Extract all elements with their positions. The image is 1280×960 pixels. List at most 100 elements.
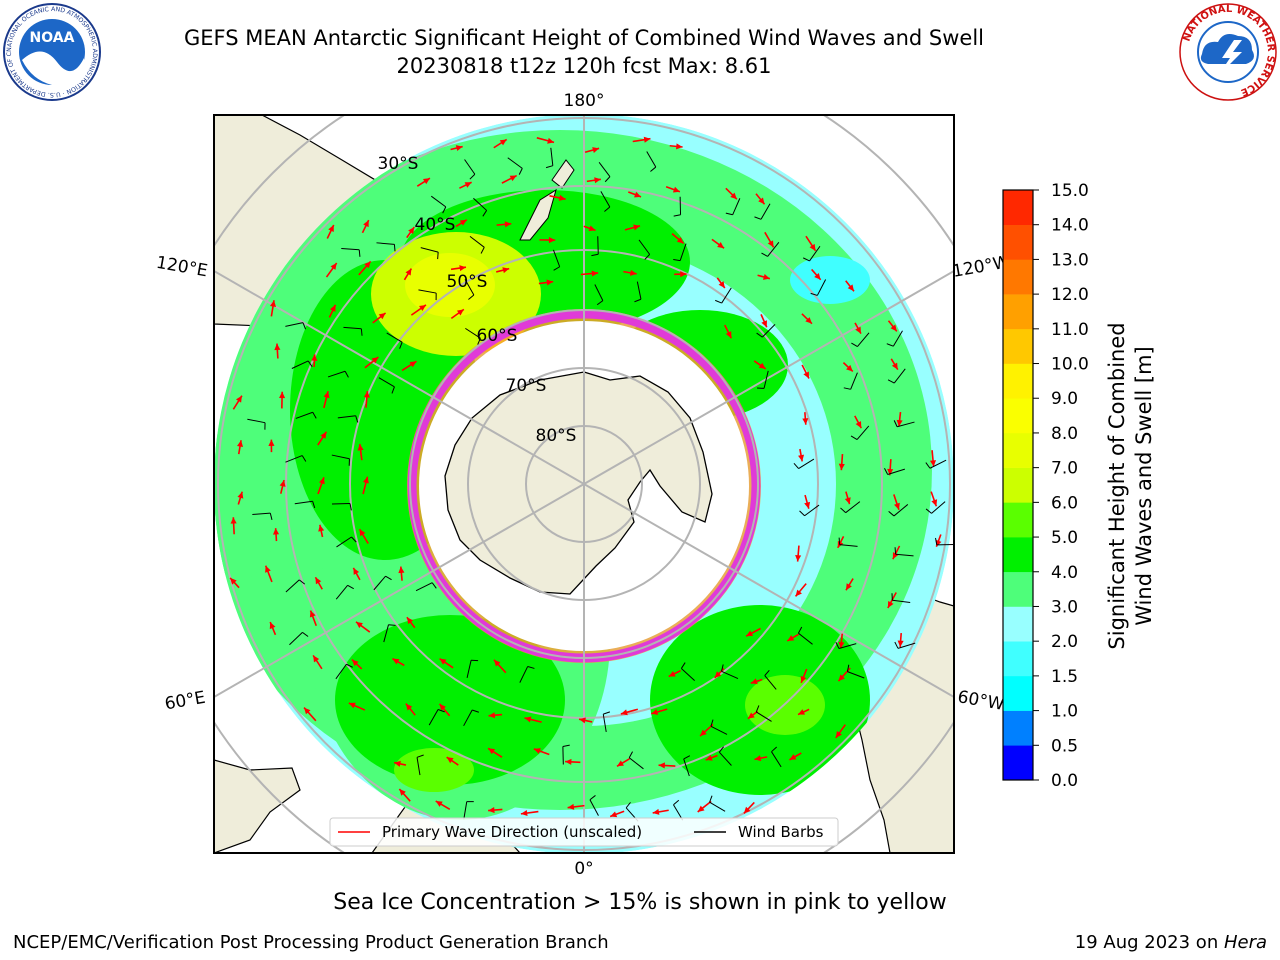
wind-barb-staff [809,245,821,262]
wind-barb-staff [931,501,946,514]
wave-arrowhead [439,658,447,665]
wave-arrowhead [362,476,369,484]
wave-arrowhead [405,268,412,276]
wind-barb-staff [343,326,362,330]
wave-arrowhead [499,139,507,146]
colorbar-tick-label: 8.0 [1051,424,1078,444]
colorbar-tick-label: 14.0 [1051,216,1089,236]
wave-arrowhead [274,343,281,351]
lon-label-180: 180° [564,91,605,111]
wind-barb-flag [604,206,611,212]
wind-barb-flag [391,386,395,394]
wind-barb-staff [732,198,741,215]
wave-arrowhead [717,242,725,249]
colorbar-segment [1003,710,1033,746]
wave-arrowhead [931,499,938,507]
wind-barb-flag [477,337,481,345]
wave-arrowhead [887,468,894,476]
wind-barb-staff [798,632,813,645]
colorbar-segment [1003,363,1033,399]
wind-barb-staff [341,247,360,251]
wave-arrowhead [439,703,446,711]
wind-barb-flag [634,298,642,303]
wind-barb-flag [344,370,349,378]
wind-barb-flag [888,511,895,517]
wave-arrowhead [896,419,903,427]
wind-barb-staff [679,243,687,261]
wave-arrowhead [651,709,659,715]
wind-barb-staff [331,454,350,460]
wave-arrowhead [546,279,554,286]
run-date-text: 19 Aug 2023 on [1074,932,1224,953]
wind-barb-staff [763,370,769,389]
wave-arrowhead [804,501,811,509]
wind-barb-flag [925,462,931,469]
wind-barb-flag [360,328,363,336]
wave-arrowhead [357,443,364,451]
wind-barb-flag [431,582,437,589]
wind-barb-flag [393,244,396,252]
wave-arrowhead [547,137,555,144]
wave-arrowhead [363,391,370,398]
wind-barb-flag [416,754,424,758]
wave-arrowhead [643,136,651,143]
colorbar-tick-label: 11.0 [1051,320,1089,340]
wind-barb-staff [856,425,870,440]
wave-arrowhead [855,421,862,429]
wind-barb-staff [897,642,916,649]
wind-barb-staff [552,249,561,267]
new-zealand-south [519,188,557,241]
wind-barb-flag [307,360,313,368]
wind-barb-flag [793,462,799,469]
wave-arrowhead [422,178,430,185]
wind-barb-staff [895,553,914,557]
wind-barb-flag [887,379,895,384]
colorbar-label-line2: Wind Waves and Swell [m] [1132,346,1156,626]
wave-arrowhead [328,224,334,232]
wind-barb-flag [469,173,476,180]
colorbar-segment [1003,190,1033,226]
wave-arrowhead [658,762,665,769]
wave-arrowhead [616,760,624,767]
wave-arrowhead [409,361,417,368]
colorbar-segment [1003,224,1033,260]
wind-barb-staff [247,418,266,424]
wave-arrowhead [320,431,327,439]
wind-barb-flag [764,669,770,676]
colorbar: 0.0 0.5 1.0 1.5 2.0 3.0 4.0 5.0 6.0 7.0 8.0 9.0 10.0… [1002,181,1089,791]
map-legend: Primary Wave Direction (unscaled) Wind B… [329,817,839,847]
colorbar-tick-label: 0.5 [1051,736,1078,756]
wind-barb-flag [683,755,691,760]
wave-arrowhead [408,227,415,234]
wave-arrowhead [787,635,795,641]
wind-barb-flag [628,751,633,758]
wind-barb-flag [545,165,553,169]
wind-barb-flag [838,537,841,545]
wind-barb-flag [553,266,560,271]
wind-barb-staff [756,711,772,722]
legend-wave-label: Primary Wave Direction (unscaled) [382,823,642,841]
wave-arrowhead [579,717,586,724]
wave-arrowhead [795,554,802,562]
wind-barb-staff [771,751,782,768]
wind-barb-staff [373,575,386,591]
wind-barb-staff [600,191,611,208]
lat-label-50s: 50°S [447,272,488,292]
wind-barb-staff [336,536,352,548]
wave-arrowhead [493,659,501,667]
wave-arrowhead [846,364,853,372]
wind-barb-flag [799,510,805,517]
wind-barb-staff [721,287,732,304]
wind-barb-staff [252,512,271,515]
wind-barb-staff [764,675,777,690]
wave-arrowhead [668,670,676,677]
wind-barb-staff [839,544,858,547]
wave-arrowhead [456,309,464,316]
wave-arrowhead [761,320,767,328]
wind-barb-staff [847,671,865,679]
wave-arrowhead [488,748,496,755]
wind-barb-flag [302,322,307,330]
wave-arrowhead [610,811,618,818]
wave-arrowhead [509,175,517,182]
colorbar-tick-label: 15.0 [1051,181,1089,201]
